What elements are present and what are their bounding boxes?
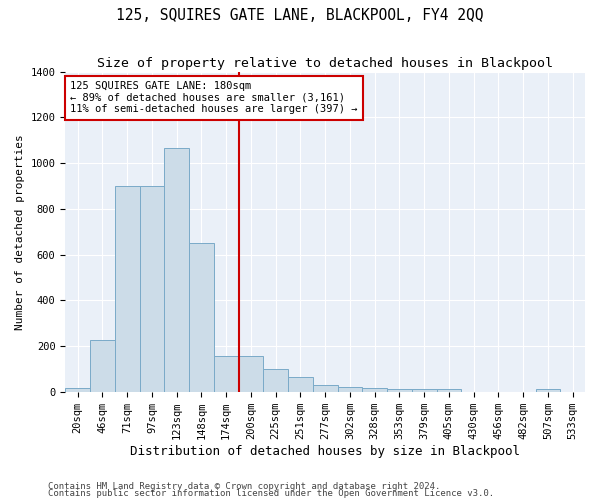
X-axis label: Distribution of detached houses by size in Blackpool: Distribution of detached houses by size … [130,444,520,458]
Text: 125 SQUIRES GATE LANE: 180sqm
← 89% of detached houses are smaller (3,161)
11% o: 125 SQUIRES GATE LANE: 180sqm ← 89% of d… [70,82,358,114]
Bar [362,388,387,392]
Bar [338,387,362,392]
Bar [536,389,560,392]
Bar [263,369,288,392]
Bar [189,243,214,392]
Y-axis label: Number of detached properties: Number of detached properties [15,134,25,330]
Bar [214,356,239,392]
Title: Size of property relative to detached houses in Blackpool: Size of property relative to detached ho… [97,58,553,70]
Bar [313,385,338,392]
Bar [65,388,90,392]
Bar [412,389,437,392]
Bar [140,186,164,392]
Text: Contains public sector information licensed under the Open Government Licence v3: Contains public sector information licen… [48,489,494,498]
Bar [90,340,115,392]
Bar [115,186,140,392]
Bar [387,389,412,392]
Text: 125, SQUIRES GATE LANE, BLACKPOOL, FY4 2QQ: 125, SQUIRES GATE LANE, BLACKPOOL, FY4 2… [116,8,484,22]
Text: Contains HM Land Registry data © Crown copyright and database right 2024.: Contains HM Land Registry data © Crown c… [48,482,440,491]
Bar [437,390,461,392]
Bar [164,148,189,392]
Bar [288,377,313,392]
Bar [239,356,263,392]
